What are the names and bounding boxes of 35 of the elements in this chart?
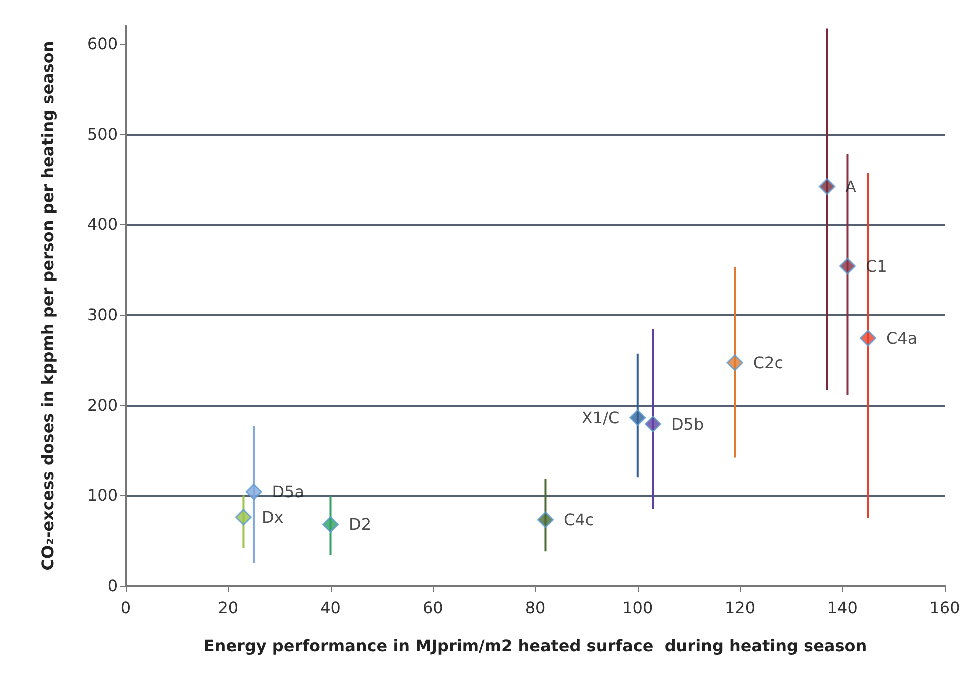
point [726, 354, 744, 372]
y-tick-label: 300 [87, 306, 118, 325]
y-axis-title: CO₂-excess doses in kppmh per person per heating season [38, 41, 58, 571]
x-tick-label: 100 [622, 598, 654, 618]
point [819, 178, 836, 196]
series-label: C4c [564, 510, 594, 530]
point [644, 416, 662, 433]
point [537, 512, 554, 528]
x-tick-label: 60 [422, 598, 444, 618]
y-tick-label: 100 [87, 486, 118, 506]
y-tick-label: 0 [108, 576, 118, 596]
series-label: C2c [753, 353, 784, 372]
y-tick-label: 200 [87, 396, 118, 415]
x-tick-label: 160 [930, 598, 960, 618]
x-axis-title: Energy performance in MJprim/m2 heated surface during heating season [204, 636, 868, 656]
x-tick-label: 120 [724, 598, 756, 618]
y-tick-label: 500 [87, 124, 118, 144]
series-label: D2 [349, 515, 372, 534]
series-label: Dx [262, 508, 284, 527]
point [246, 484, 262, 500]
point [322, 516, 339, 533]
x-tick-label: 40 [320, 598, 341, 618]
point [235, 509, 252, 526]
series-label: X1/C [582, 408, 620, 428]
x-tick-label: 80 [525, 598, 546, 618]
x-tick-label: 0 [120, 598, 132, 618]
x-tick-label: 20 [218, 598, 239, 618]
point [860, 330, 876, 347]
series-label: C4a [886, 329, 918, 348]
y-tick-label: 400 [87, 215, 118, 234]
series-label: D5b [671, 414, 704, 434]
x-tick-label: 140 [827, 598, 858, 618]
y-tick-label: 600 [87, 34, 118, 54]
point [630, 410, 646, 426]
point [839, 258, 856, 275]
